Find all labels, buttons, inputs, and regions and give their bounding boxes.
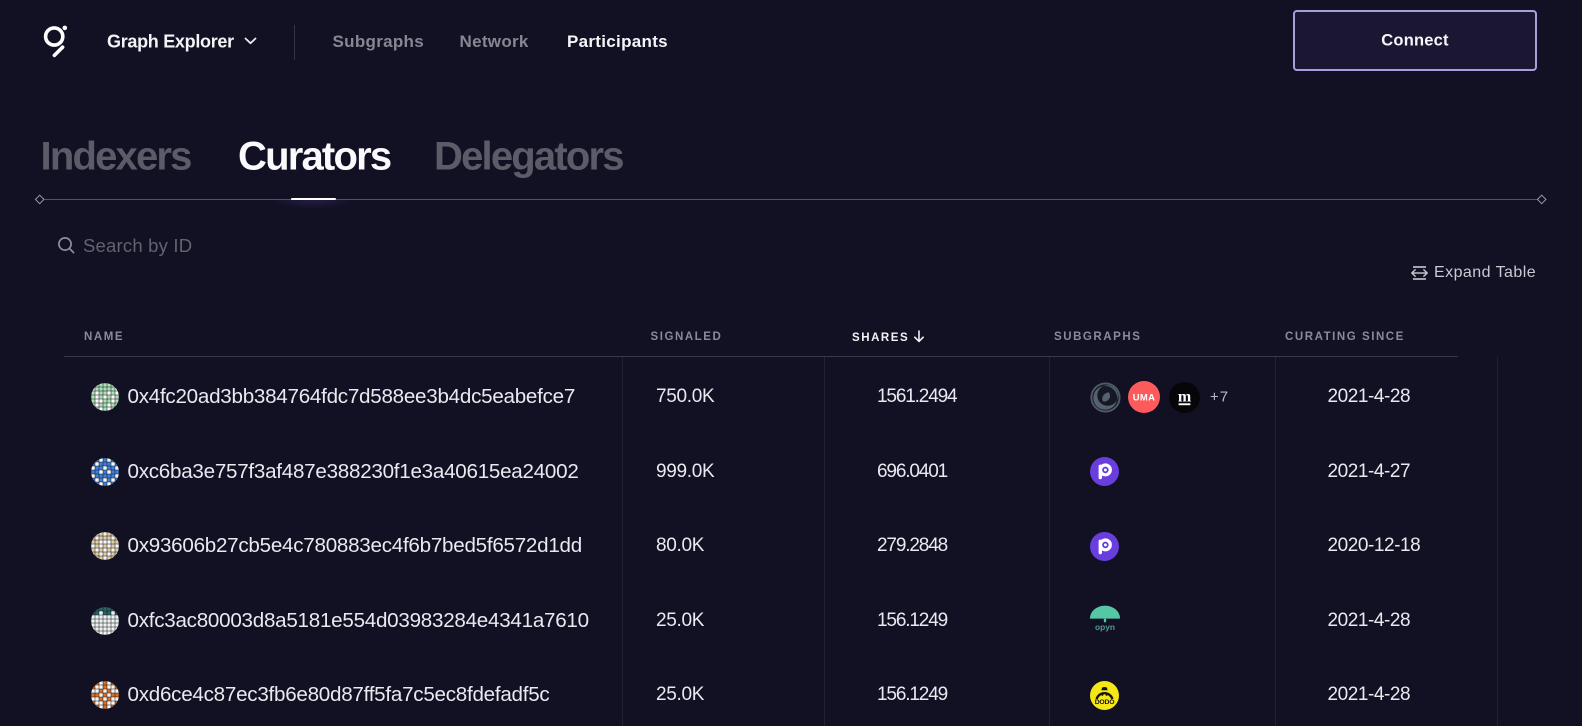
svg-text:DODO: DODO [1095,699,1115,706]
svg-text:opyn: opyn [1094,622,1114,632]
svg-text:m: m [1177,388,1191,405]
svg-text:UMA: UMA [1133,392,1156,403]
